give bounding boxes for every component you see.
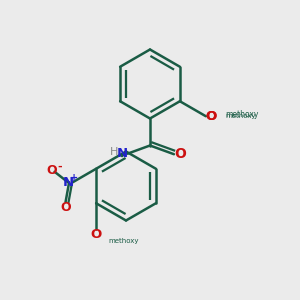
Text: N: N	[62, 176, 74, 189]
Text: O: O	[206, 110, 217, 123]
Text: methoxy: methoxy	[108, 238, 139, 244]
Text: O: O	[91, 228, 102, 241]
Text: +: +	[70, 173, 79, 183]
Text: methoxy: methoxy	[225, 113, 256, 119]
Text: -: -	[57, 161, 62, 171]
Text: N: N	[116, 147, 128, 160]
Text: O: O	[175, 147, 187, 161]
Text: O: O	[46, 164, 57, 177]
Text: H: H	[110, 147, 118, 157]
Text: O: O	[60, 201, 71, 214]
Text: O: O	[206, 110, 217, 123]
Text: methoxy: methoxy	[225, 110, 259, 119]
